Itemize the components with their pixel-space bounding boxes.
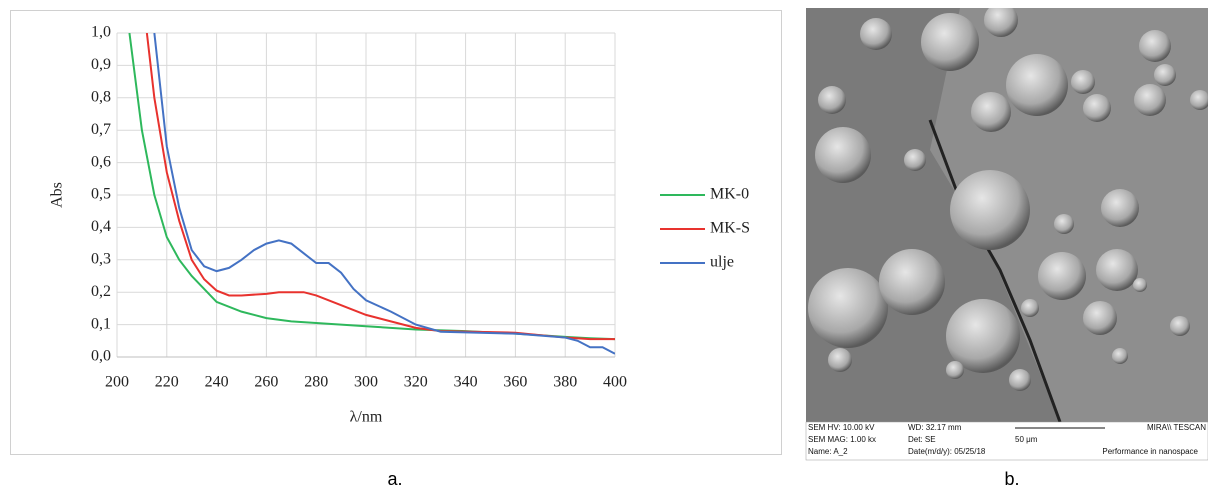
plot: 0,0 0,1 0,2 0,3 0,4 0,5 0,6 0,7 0,8 0,9 1,0 200 220 2…: [91, 24, 750, 391]
y-tick-label: 0,2: [91, 283, 111, 300]
y-tick-label: 0,8: [91, 88, 111, 105]
sem-info: Det: SE: [908, 435, 936, 444]
x-tick-label: 380: [553, 374, 577, 391]
sem-info-bar: [805, 421, 1208, 461]
series-line: [153, 33, 615, 355]
x-tick-label: 360: [503, 374, 527, 391]
legend-label: MK-S: [710, 220, 750, 237]
y-tick-label: 1,0: [91, 24, 111, 41]
sem-particles: [808, 8, 1208, 391]
y-tick-label: 0,6: [91, 153, 111, 170]
sem-image: [806, 8, 1208, 422]
y-axis-label: Abs: [49, 182, 66, 208]
sem-info: Date(m/d/y): 05/25/18: [908, 447, 986, 456]
y-tick-label: 0,4: [91, 218, 111, 235]
legend-label: MK-0: [710, 186, 749, 203]
x-tick-label: 260: [254, 374, 278, 391]
sem-info: MIRA\\ TESCAN: [1147, 423, 1206, 432]
caption: a.: [387, 469, 402, 489]
chart-frame: [10, 10, 782, 455]
x-tick-label: 240: [205, 374, 229, 391]
y-tick-label: 0,9: [91, 56, 111, 73]
sem-info: Name: A_2: [808, 447, 848, 456]
sem-info: SEM HV: 10.00 kV: [808, 423, 875, 432]
x-tick-label: 280: [304, 374, 328, 391]
y-tick-label: 0,5: [91, 186, 111, 203]
x-tick-label: 340: [454, 374, 478, 391]
x-tick-label: 220: [155, 374, 179, 391]
x-tick-label: 320: [404, 374, 428, 391]
sem-info: WD: 32.17 mm: [908, 423, 962, 432]
sem-info: Performance in nanospace: [1102, 447, 1198, 456]
y-tick-label: 0,1: [91, 315, 111, 332]
y-tick-label: 0,0: [91, 348, 111, 365]
y-tick-label: 0,7: [91, 121, 111, 138]
x-tick-label: 300: [354, 374, 378, 391]
legend-label: ulje: [710, 254, 734, 271]
sem-info: SEM MAG: 1.00 kx: [808, 435, 876, 444]
x-axis-label: λ/nm: [350, 409, 383, 426]
sem-crack: [928, 119, 1062, 422]
x-tick-label: 400: [603, 374, 627, 391]
y-tick-label: 0,3: [91, 250, 111, 267]
caption: b.: [1004, 469, 1019, 489]
x-tick-label: 200: [105, 374, 129, 391]
sem-info: 50 μm: [1015, 435, 1038, 444]
